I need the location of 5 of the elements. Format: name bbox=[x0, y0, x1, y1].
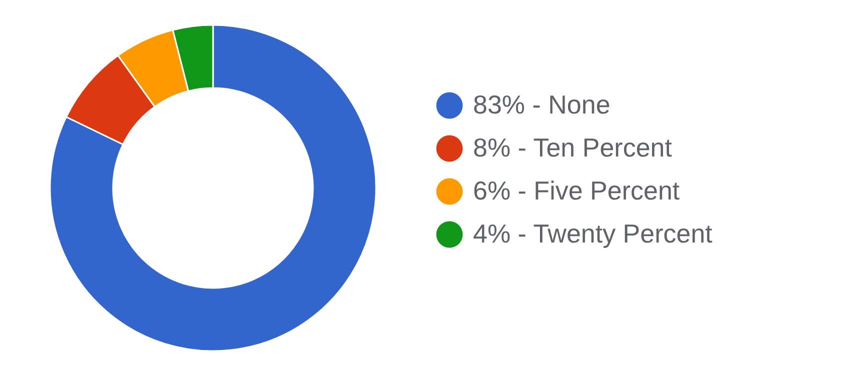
donut-slice bbox=[50, 24, 377, 352]
legend-label: 4% - Twenty Percent bbox=[473, 218, 714, 248]
legend-label: 8% - Ten Percent bbox=[473, 132, 673, 162]
legend-label: 83% - None bbox=[473, 90, 610, 120]
legend-label: 6% - Five Percent bbox=[473, 176, 680, 206]
